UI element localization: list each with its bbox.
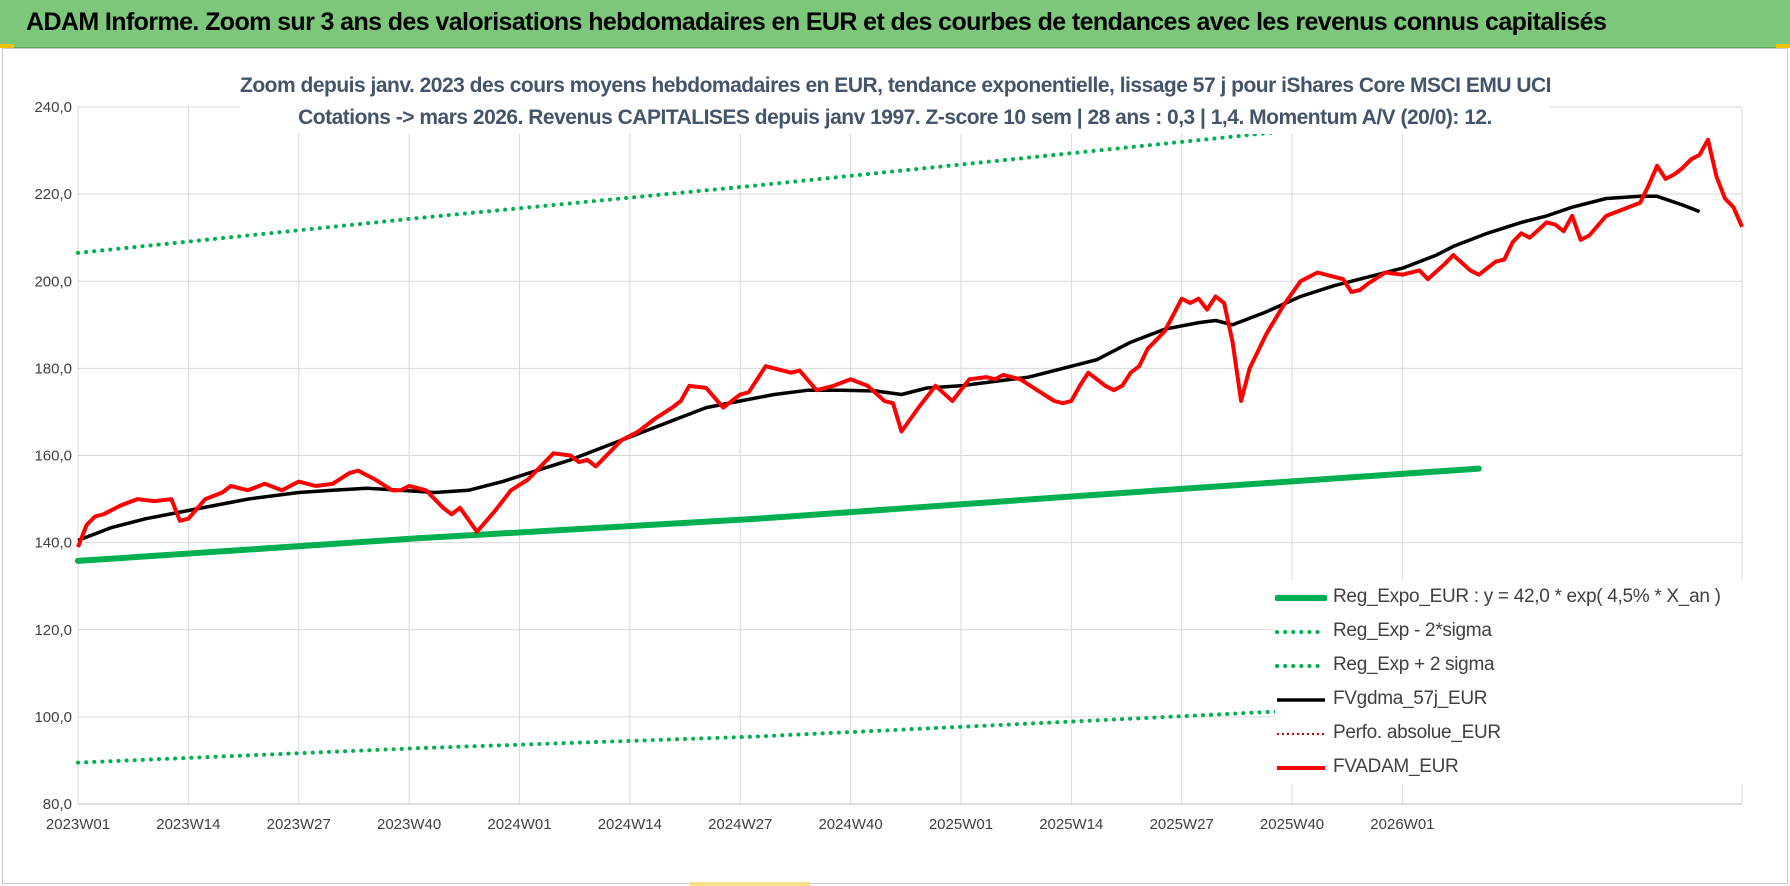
x-tick-label: 2024W01 — [487, 816, 551, 833]
series-line-reg-exp-1 — [76, 699, 1481, 765]
chart-title-line-2: Cotations -> mars 2026. Revenus CAPITALI… — [298, 106, 1492, 129]
x-tick-label: 2023W40 — [377, 816, 441, 833]
x-tick-label: 2024W40 — [818, 816, 882, 833]
x-tick-label: 2026W01 — [1370, 816, 1434, 833]
legend-item: Reg_Expo_EUR : y = 42,0 * exp( 4,5% * X_… — [1275, 580, 1745, 614]
accent-bar-left — [0, 44, 14, 48]
legend-label: FVgdma_57j_EUR — [1333, 688, 1488, 709]
x-tick-label: 2025W27 — [1150, 816, 1214, 833]
legend-item: Reg_Exp - 2*sigma — [1275, 614, 1745, 648]
series-line-fvgdma-57j-eur-3 — [77, 194, 1701, 543]
axes: 80,0 100,0 120,0 140,0 160,0 180,0 200,0 220,0 2… — [34, 99, 1742, 833]
chart-frame — [2, 48, 1788, 884]
legend-swatch — [1277, 698, 1325, 702]
y-tick-label: 120,0 — [34, 622, 72, 639]
legend-label: Reg_Exp + 2 sigma — [1333, 654, 1495, 675]
legend-swatch — [1277, 766, 1325, 770]
series-line-reg-expo-eur-0 — [75, 465, 1482, 564]
legend-swatch — [1275, 595, 1327, 601]
y-tick-label: 140,0 — [34, 535, 72, 552]
chart-subtitle: Zoom depuis janv. 2023 des cours moyens … — [240, 70, 1552, 134]
series-line-fvadam-eur-4 — [76, 137, 1744, 548]
x-tick-label: 2023W27 — [267, 816, 331, 833]
legend-item: FVADAM_EUR — [1275, 750, 1745, 784]
y-tick-label: 80,0 — [43, 796, 72, 813]
x-tick-label: 2024W27 — [708, 816, 772, 833]
legend-label: FVADAM_EUR — [1333, 756, 1459, 777]
y-tick-label: 160,0 — [34, 448, 72, 465]
accent-bar-right — [1776, 44, 1790, 48]
series-layer — [75, 109, 1744, 765]
legend-item: FVgdma_57j_EUR — [1275, 682, 1745, 716]
legend-swatch — [1277, 733, 1325, 735]
accent-bar-bottom — [690, 882, 810, 886]
chart-title-line-1: Zoom depuis janv. 2023 des cours moyens … — [240, 74, 1552, 97]
series-line-reg-exp-2 — [76, 109, 1481, 255]
legend-swatch — [1275, 664, 1327, 668]
legend-label: Perfo. absolue_EUR — [1333, 722, 1501, 743]
x-tick-label: 2025W01 — [929, 816, 993, 833]
legend-swatch — [1275, 630, 1327, 634]
legend-label: Reg_Expo_EUR : y = 42,0 * exp( 4,5% * X_… — [1333, 586, 1721, 607]
legend-item: Reg_Exp + 2 sigma — [1275, 648, 1745, 682]
x-tick-label: 2025W40 — [1260, 816, 1324, 833]
x-tick-label: 2024W14 — [598, 816, 662, 833]
report-title: ADAM Informe. Zoom sur 3 ans des valoris… — [26, 8, 1607, 36]
title-banner: ADAM Informe. Zoom sur 3 ans des valoris… — [0, 0, 1790, 48]
y-tick-label: 240,0 — [34, 99, 72, 116]
y-tick-label: 180,0 — [34, 360, 72, 377]
legend-label: Reg_Exp - 2*sigma — [1333, 620, 1492, 641]
y-tick-label: 100,0 — [34, 709, 72, 726]
y-tick-label: 200,0 — [34, 273, 72, 290]
x-tick-label: 2023W01 — [46, 816, 110, 833]
y-tick-label: 220,0 — [34, 186, 72, 203]
x-tick-label: 2025W14 — [1039, 816, 1103, 833]
chart-legend: Reg_Expo_EUR : y = 42,0 * exp( 4,5% * X_… — [1275, 580, 1745, 784]
x-tick-label: 2023W14 — [156, 816, 220, 833]
legend-item: Perfo. absolue_EUR — [1275, 716, 1745, 750]
